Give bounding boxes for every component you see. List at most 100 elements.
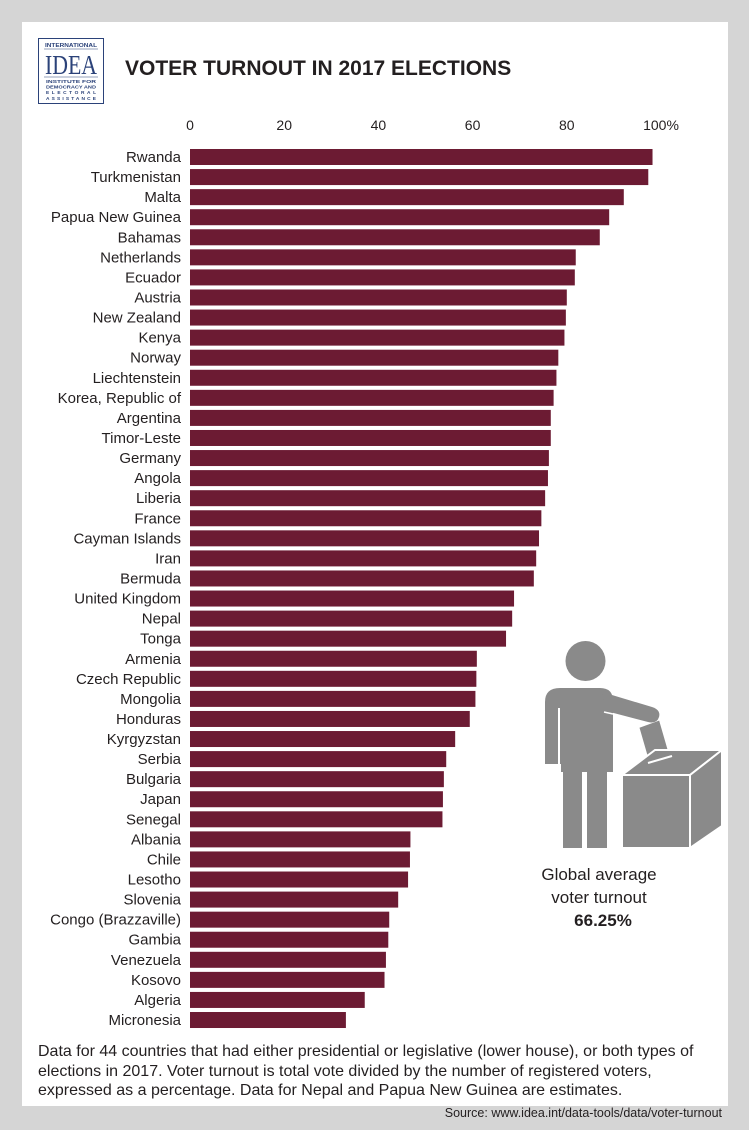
bar-label: France <box>134 510 181 527</box>
bar-norway <box>190 349 559 366</box>
bar-row-rwanda: Rwanda <box>126 149 653 166</box>
bar-label: Korea, Republic of <box>58 390 182 407</box>
bar-label: Gambia <box>128 932 181 949</box>
bar-label: Albania <box>131 831 182 848</box>
ballot-box-front <box>621 774 691 849</box>
bar-row-senegal: Senegal <box>126 811 443 828</box>
person-right-arm <box>602 692 660 723</box>
bar-kosovo <box>190 971 385 988</box>
bar-label: Japan <box>140 791 181 808</box>
bar-bermuda <box>190 570 534 587</box>
bar-label: Ecuador <box>125 269 181 286</box>
logo-line: ASSISTANCE <box>46 96 97 102</box>
bar-label: Czech Republic <box>76 671 182 688</box>
bar-armenia <box>190 650 477 667</box>
bar-bahamas <box>190 229 600 246</box>
bar-row-papua-new-guinea: Papua New Guinea <box>51 209 610 226</box>
bar-austria <box>190 289 567 306</box>
idea-logo: INTERNATIONAL IDEA INSTITUTE FOR DEMOCRA… <box>38 38 104 104</box>
arm-separator <box>603 711 614 715</box>
footnote: Data for 44 countries that had either pr… <box>38 1042 718 1101</box>
x-tick-label: 0 <box>186 117 194 133</box>
bar-label: Bulgaria <box>126 771 182 788</box>
bar-row-congo-brazzaville: Congo (Brazzaville) <box>50 911 390 929</box>
bar-row-liechtenstein: Liechtenstein <box>93 369 557 387</box>
x-tick-label: 100% <box>643 117 679 133</box>
bar-kyrgyzstan <box>190 731 456 748</box>
bar-label: Turkmenistan <box>91 169 181 186</box>
bar-row-slovenia: Slovenia <box>123 891 399 909</box>
global-average-annotation: Global average voter turnout 66.25% <box>509 863 689 932</box>
bar-label: Bahamas <box>118 229 181 246</box>
bar-united-kingdom <box>190 590 515 607</box>
bar-label: Serbia <box>138 751 182 768</box>
bar-row-angola: Angola <box>134 470 548 487</box>
bar-row-micronesia: Micronesia <box>108 1012 346 1029</box>
bar-label: Timor-Leste <box>102 430 181 447</box>
bar-czech-republic <box>190 670 477 687</box>
logo-top-text: INTERNATIONAL <box>45 43 97 49</box>
bar-papua-new-guinea <box>190 209 610 226</box>
bar-label: Netherlands <box>100 249 181 266</box>
bar-label: Iran <box>155 550 181 567</box>
bar-row-netherlands: Netherlands <box>100 249 576 266</box>
person-head <box>565 641 606 681</box>
bar-row-malta: Malta <box>144 189 624 206</box>
bar-row-bahamas: Bahamas <box>118 229 600 246</box>
bar-bulgaria <box>190 771 444 788</box>
bar-row-bulgaria: Bulgaria <box>126 771 444 788</box>
bar-label: Malta <box>144 189 181 206</box>
x-tick-label: 40 <box>371 117 387 133</box>
bar-senegal <box>190 811 443 828</box>
bar-chile <box>190 851 410 868</box>
bar-venezuela <box>190 951 386 968</box>
bar-label: Chile <box>147 851 181 868</box>
bar-turkmenistan <box>190 169 649 186</box>
bar-label: United Kingdom <box>74 591 181 608</box>
bar-cayman-islands <box>190 530 540 547</box>
bar-row-albania: Albania <box>131 831 411 848</box>
bar-label: Micronesia <box>108 1012 181 1029</box>
bar-angola <box>190 470 548 487</box>
bar-label: Liberia <box>136 490 182 507</box>
bar-malta <box>190 189 624 206</box>
person-body <box>545 688 613 772</box>
bar-label: Kenya <box>138 330 181 347</box>
ballot-slot <box>647 755 673 764</box>
bar-label: Austria <box>134 289 181 306</box>
bar-label: Argentina <box>117 410 182 427</box>
bar-row-kenya: Kenya <box>138 329 565 347</box>
bar-tonga <box>190 630 507 647</box>
footnote-line: expressed as a percentage. Data for Nepa… <box>38 1082 623 1099</box>
bar-row-cayman-islands: Cayman Islands <box>73 530 540 547</box>
chart-title: VOTER TURNOUT IN 2017 ELECTIONS <box>125 57 512 80</box>
bar-france <box>190 510 542 527</box>
bar-germany <box>190 450 549 467</box>
bar-iran <box>190 550 537 567</box>
bar-label: Slovenia <box>123 892 181 909</box>
bar-row-japan: Japan <box>140 791 443 808</box>
bar-label: Liechtenstein <box>93 370 181 387</box>
bar-row-timor-leste: Timor-Leste <box>102 429 551 447</box>
bar-label: Kosovo <box>131 972 181 989</box>
bar-row-chile: Chile <box>147 851 410 868</box>
bar-gambia <box>190 931 389 948</box>
bar-mongolia <box>190 690 476 707</box>
bar-row-czech-republic: Czech Republic <box>76 670 477 688</box>
bar-ecuador <box>190 269 575 286</box>
logo-line: ELECTORAL <box>46 90 96 96</box>
bar-row-bermuda: Bermuda <box>120 570 534 587</box>
bar-label: Armenia <box>125 651 182 668</box>
idea-logo-icon: INTERNATIONAL IDEA INSTITUTE FOR DEMOCRA… <box>38 38 104 104</box>
bar-label: Papua New Guinea <box>51 209 182 226</box>
bar-nepal <box>190 610 513 627</box>
bar-label: Bermuda <box>120 570 182 587</box>
bar-congo-brazzaville <box>190 911 390 928</box>
bar-row-korea-republic-of: Korea, Republic of <box>58 389 554 407</box>
person-casting-ballot-icon <box>545 641 725 850</box>
bar-row-lesotho: Lesotho <box>128 871 409 889</box>
bar-argentina <box>190 409 551 426</box>
bar-timor-leste <box>190 429 551 446</box>
person-left-leg <box>563 768 582 848</box>
